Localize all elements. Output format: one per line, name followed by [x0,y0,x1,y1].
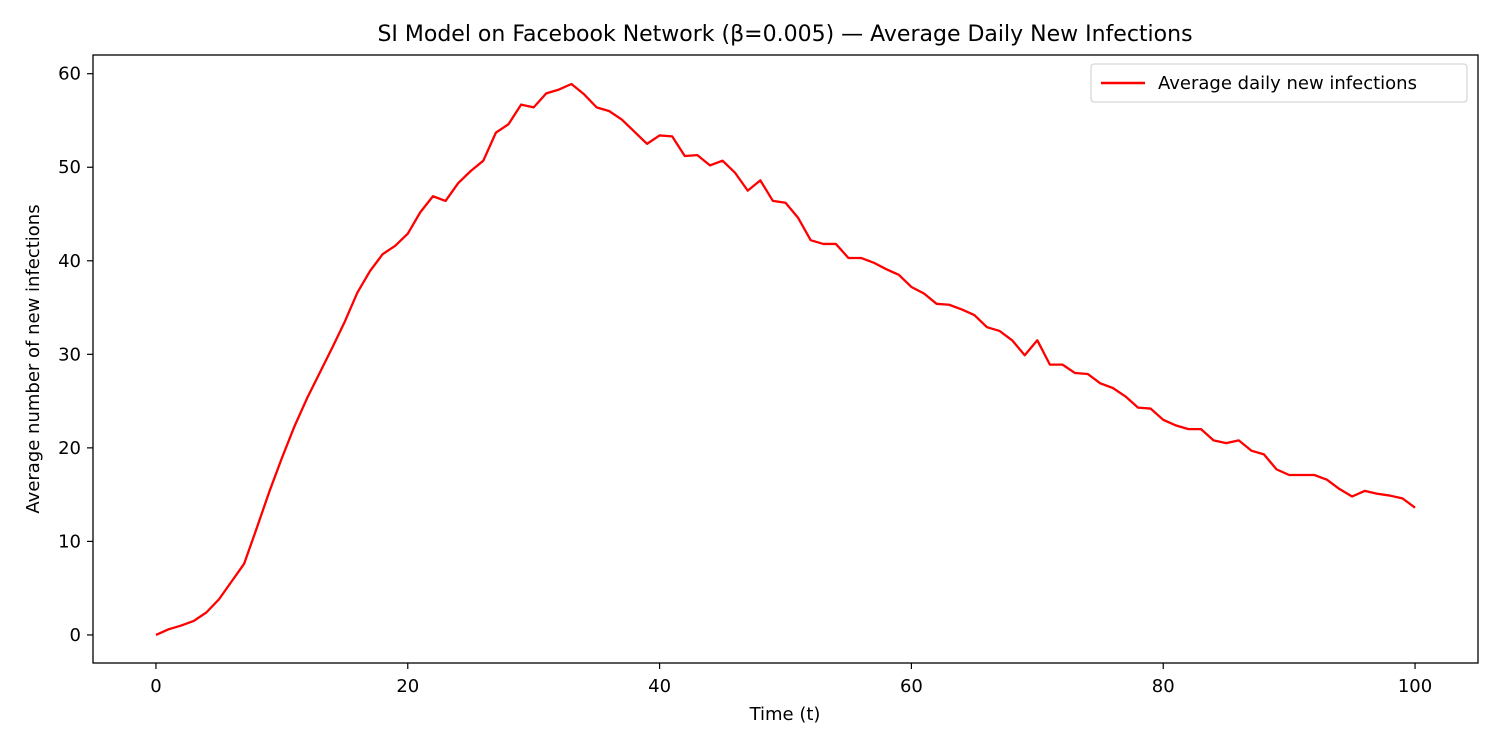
y-axis-label: Average number of new infections [23,204,44,513]
y-tick-label: 40 [58,251,81,272]
y-tick-label: 50 [58,157,81,178]
x-tick-label: 0 [150,676,161,697]
chart-title: SI Model on Facebook Network (β=0.005) —… [377,22,1192,47]
x-tick-label: 100 [1398,676,1432,697]
y-tick-label: 0 [70,625,81,646]
x-axis-ticks: 0 20 40 60 80 100 [150,663,1432,697]
plot-frame [92,54,1479,664]
series-line-average-daily-new-infections [155,82,1416,636]
legend: Average daily new infections [1090,63,1468,103]
y-axis-ticks: 0 10 20 30 40 50 60 [58,64,93,646]
y-tick-label: 10 [58,531,81,552]
series-layer [155,82,1416,636]
y-tick-label: 60 [58,64,81,85]
x-tick-label: 60 [900,676,923,697]
legend-box [1090,63,1468,103]
y-tick-label: 20 [58,438,81,459]
x-axis-label: Time (t) [749,704,821,725]
x-tick-label: 20 [396,676,419,697]
x-tick-label: 80 [1152,676,1175,697]
legend-entry-label: Average daily new infections [1158,73,1417,94]
x-tick-label: 40 [648,676,671,697]
plot-background [93,55,1478,663]
y-tick-label: 30 [58,344,81,365]
